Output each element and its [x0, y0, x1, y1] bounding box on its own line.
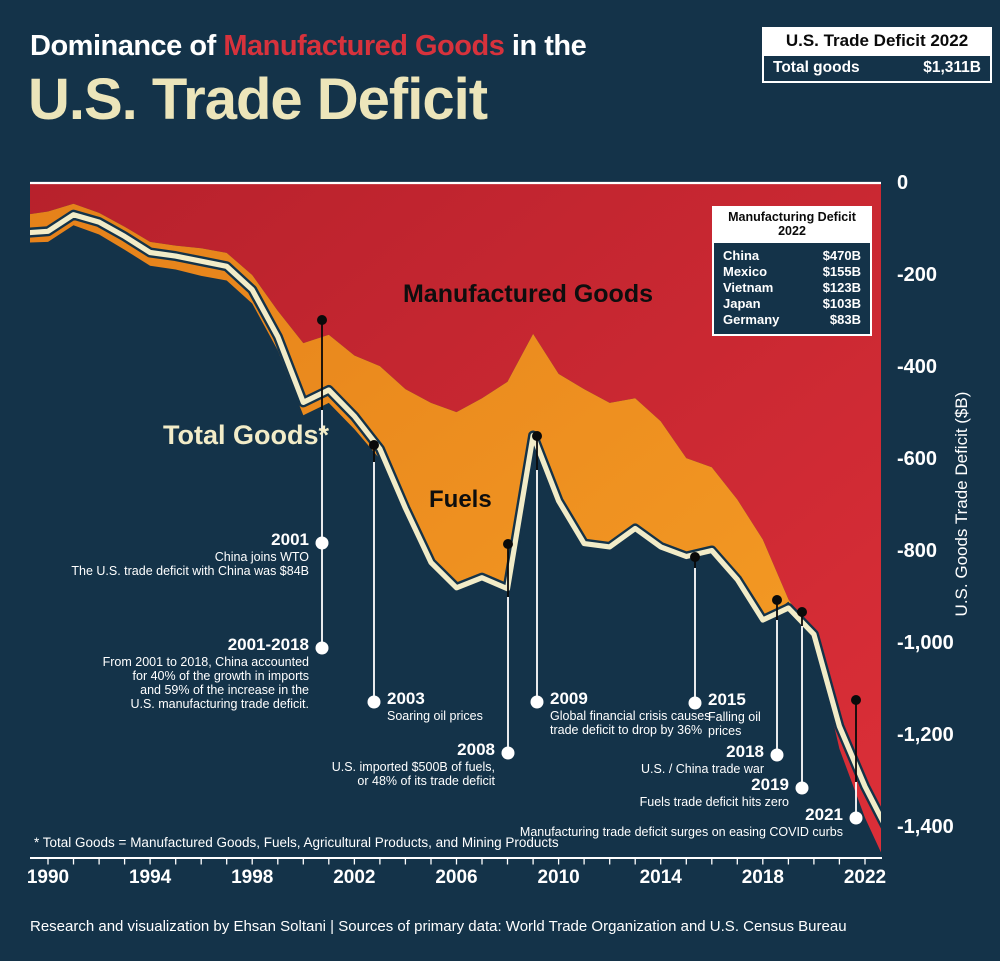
footnote-total-goods-definition: * Total Goods = Manufactured Goods, Fuel… [34, 835, 559, 850]
annotation-label-dot-2009 [530, 695, 544, 709]
annotation-chart-dot-2008 [503, 539, 513, 549]
legend-country: China [723, 248, 760, 263]
annotation-chart-dot-2019 [797, 607, 807, 617]
x-tick-1994: 1994 [128, 867, 172, 888]
legend-row-japan: Japan $103B [723, 296, 861, 312]
legend-row-mexico: Mexico $155B [723, 264, 861, 280]
y-tick--800: -800 [897, 540, 938, 562]
annotation-chart-dot-2009 [532, 431, 542, 441]
annotation-chart-dot-2015 [690, 552, 700, 562]
annotation-year: 2009 [550, 689, 588, 708]
annotation-text-2018: 2018 U.S. / China trade war [641, 742, 764, 777]
annotation-label-dot-2021 [849, 811, 863, 825]
title-suffix: in the [504, 30, 587, 62]
annotation-label-dot-2015 [688, 696, 702, 710]
annotation-label-dot-2019 [795, 781, 809, 795]
title-prefix: Dominance of [30, 30, 224, 62]
annotation-chart-dot-2018 [772, 595, 782, 605]
x-tick-2002: 2002 [333, 867, 376, 888]
fuels-area [30, 203, 881, 852]
annotation-description: Falling oil prices [708, 710, 761, 738]
legend-row-china: China $470B [723, 248, 861, 264]
x-tick-2022: 2022 [843, 867, 887, 888]
trade-deficit-box-label: Total goods [773, 59, 860, 76]
annotation-text-2015: 2015 Falling oil prices [708, 690, 761, 739]
trade-deficit-box-title: U.S. Trade Deficit 2022 [764, 29, 990, 54]
x-tick-2006: 2006 [435, 867, 478, 888]
annotation-label-dot-2008 [501, 746, 515, 760]
page-title: U.S. Trade Deficit [28, 67, 488, 132]
x-tick-1990: 1990 [26, 867, 70, 888]
annotation-chart-dot-2001 [317, 315, 327, 325]
annotation-year: 2003 [387, 689, 425, 708]
y-tick--200: -200 [897, 264, 938, 286]
trade-deficit-box-row: Total goods $1,311B [764, 54, 990, 81]
legend-row-germany: Germany $83B [723, 312, 861, 328]
annotation-description: Soaring oil prices [387, 709, 483, 723]
y-tick--600: -600 [897, 448, 938, 470]
annotation-text-2001: 2001 China joins WTO The U.S. trade defici… [71, 530, 309, 579]
legend-value: $155B [822, 264, 861, 279]
legend-country: Mexico [723, 264, 768, 279]
legend-row-vietnam: Vietnam $123B [723, 280, 861, 296]
annotation-description: Manufacturing trade deficit surges on ea… [519, 825, 843, 839]
x-tick-1998: 1998 [231, 867, 274, 888]
annotation-text-2008: 2008 U.S. imported $500B of fuels, or 48% … [331, 740, 495, 789]
area-label-fuels: Fuels [429, 486, 492, 513]
legend-value: $103B [822, 296, 861, 311]
annotation-label-dot-2001-2018 [315, 641, 329, 655]
annotation-description: U.S. imported $500B of fuels, or 48% of i… [331, 760, 495, 788]
total-goods-line [30, 212, 881, 824]
legend-value: $83B [829, 312, 861, 327]
y-tick--1,000: -1,000 [897, 632, 954, 654]
credit-sources-text: Research and visualization by Ehsan Solt… [30, 918, 847, 935]
area-label-manufactured-goods: Manufactured Goods [402, 280, 653, 308]
annotation-text-2003: 2003 Soaring oil prices [387, 689, 483, 724]
area-label-total-goods: Total Goods* [163, 420, 329, 450]
y-tick--400: -400 [897, 356, 938, 378]
annotation-year: 2018 [726, 742, 764, 761]
annotation-text-2001-2018: 2001-2018 From 2001 to 2018, China accoun… [102, 635, 309, 712]
legend-box-rows: China $470B Mexico $155B Vietnam $123B Japan $1… [714, 241, 870, 334]
annotation-year: 2001 [271, 530, 309, 549]
annotation-description: Fuels trade deficit hits zero [639, 795, 789, 809]
manufactured-goods-area [30, 183, 881, 852]
annotation-description: China joins WTO The U.S. trade deficit wi… [71, 550, 309, 578]
annotation-year: 2015 [708, 690, 746, 709]
legend-country: Germany [723, 312, 780, 327]
annotation-text-2019: 2019 Fuels trade deficit hits zero [639, 775, 789, 810]
title-highlight: Manufactured Goods [223, 30, 505, 62]
annotation-text-2009: 2009 Global financial crisis causes trade … [550, 689, 711, 738]
legend-country: Japan [723, 296, 761, 311]
trade-deficit-2022-box: U.S. Trade Deficit 2022 Total goods $1,3… [762, 27, 992, 83]
annotation-description: From 2001 to 2018, China accounted for 40… [102, 655, 309, 711]
annotation-label-dot-2003 [367, 695, 381, 709]
annotation-description: Global financial crisis causes trade defi… [550, 709, 711, 737]
legend-value: $470B [822, 248, 861, 263]
y-axis-title: U.S. Goods Trade Deficit ($B) [952, 391, 971, 617]
annotation-chart-dot-2003 [369, 440, 379, 450]
annotation-year: 2021 [805, 805, 843, 824]
x-tick-2010: 2010 [537, 867, 580, 888]
trade-deficit-box-value: $1,311B [923, 59, 981, 76]
legend-country: Vietnam [723, 280, 774, 295]
annotation-description: U.S. / China trade war [641, 762, 764, 776]
x-tick-2018: 2018 [741, 867, 784, 888]
y-tick--1,400: -1,400 [897, 816, 954, 838]
legend-box-title: Manufacturing Deficit 2022 [714, 208, 870, 241]
annotation-text-2021: 2021 Manufacturing trade deficit surges o… [519, 805, 843, 840]
page-title-subtitle: Dominance of Manufactured Goods in the [30, 30, 587, 63]
annotation-year: 2008 [457, 740, 495, 759]
annotation-chart-dot-2021 [851, 695, 861, 705]
y-tick--1,200: -1,200 [897, 724, 954, 746]
y-tick-0: 0 [897, 172, 909, 194]
manufacturing-deficit-2022-box: Manufacturing Deficit 2022 China $470B Mex… [712, 206, 872, 336]
x-tick-2014: 2014 [639, 867, 682, 888]
legend-value: $123B [822, 280, 861, 295]
annotation-label-dot-2018 [770, 748, 784, 762]
annotation-year: 2019 [751, 775, 789, 794]
annotation-year: 2001-2018 [227, 635, 309, 654]
